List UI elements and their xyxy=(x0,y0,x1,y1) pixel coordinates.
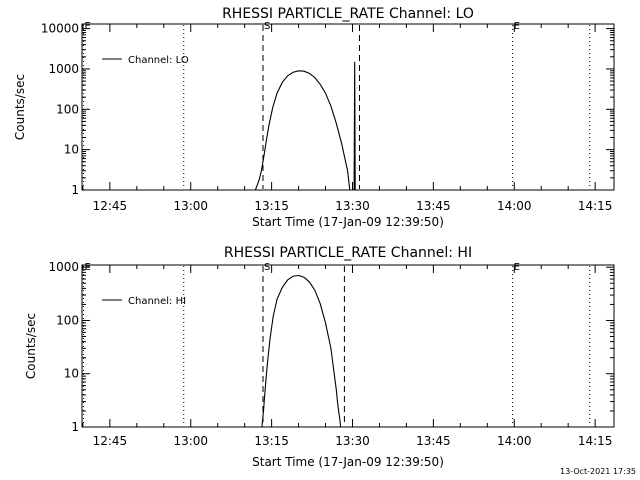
marker-label: E xyxy=(514,262,520,273)
y-tick-label: 1 xyxy=(71,420,79,434)
marker-label: S xyxy=(264,262,270,273)
x-axis-label: Start Time (17-Jan-09 12:39:50) xyxy=(252,215,444,229)
x-tick-label: 14:15 xyxy=(578,434,613,448)
panel-lo: RHESSI PARTICLE_RATE Channel: LO E S E 1 10 10… xyxy=(13,6,615,229)
legend-label: Channel: LO xyxy=(128,55,189,66)
x-tick-label: 13:00 xyxy=(173,199,208,213)
marker-label: S xyxy=(264,21,270,32)
series-line xyxy=(254,61,356,191)
x-tick-label: 13:45 xyxy=(416,434,451,448)
y-tick-label: 10 xyxy=(64,143,79,157)
y-tick-label: 10000 xyxy=(41,22,79,36)
y-axis-label: Counts/sec xyxy=(24,313,38,379)
x-tick-label: 13:15 xyxy=(254,434,289,448)
panel-hi: RHESSI PARTICLE_RATE Channel: HIESE11010… xyxy=(24,245,615,469)
plot-frame xyxy=(81,264,615,428)
marker-label: E xyxy=(84,21,90,32)
y-tick-label: 10 xyxy=(64,367,79,381)
x-tick-label: 14:00 xyxy=(497,434,532,448)
x-tick-label: 14:00 xyxy=(497,199,532,213)
y-tick-label: 100 xyxy=(56,102,79,116)
chart-title: RHESSI PARTICLE_RATE Channel: HI xyxy=(224,245,472,261)
x-tick-label: 13:30 xyxy=(335,434,370,448)
x-axis-label: Start Time (17-Jan-09 12:39:50) xyxy=(252,455,444,469)
y-axis-label: Counts/sec xyxy=(13,74,27,140)
x-tick-label: 13:45 xyxy=(416,199,451,213)
y-tick-label: 1000 xyxy=(48,260,79,274)
x-tick-label: 13:30 xyxy=(335,199,370,213)
x-tick-label: 13:00 xyxy=(173,434,208,448)
legend-label: Channel: HI xyxy=(128,296,186,307)
x-tick-label: 14:15 xyxy=(578,199,613,213)
y-tick-label: 100 xyxy=(56,313,79,327)
y-tick-label: 1 xyxy=(71,183,79,197)
marker-label: E xyxy=(514,21,520,32)
plot-frame xyxy=(81,23,615,191)
x-tick-label: 12:45 xyxy=(93,434,128,448)
y-tick-label: 1000 xyxy=(48,62,79,76)
x-tick-label: 13:15 xyxy=(254,199,289,213)
chart-title: RHESSI PARTICLE_RATE Channel: LO xyxy=(222,6,474,22)
series-line xyxy=(261,274,342,428)
x-tick-label: 12:45 xyxy=(93,199,128,213)
footer-timestamp: 13-Oct-2021 17:35 xyxy=(560,467,636,476)
